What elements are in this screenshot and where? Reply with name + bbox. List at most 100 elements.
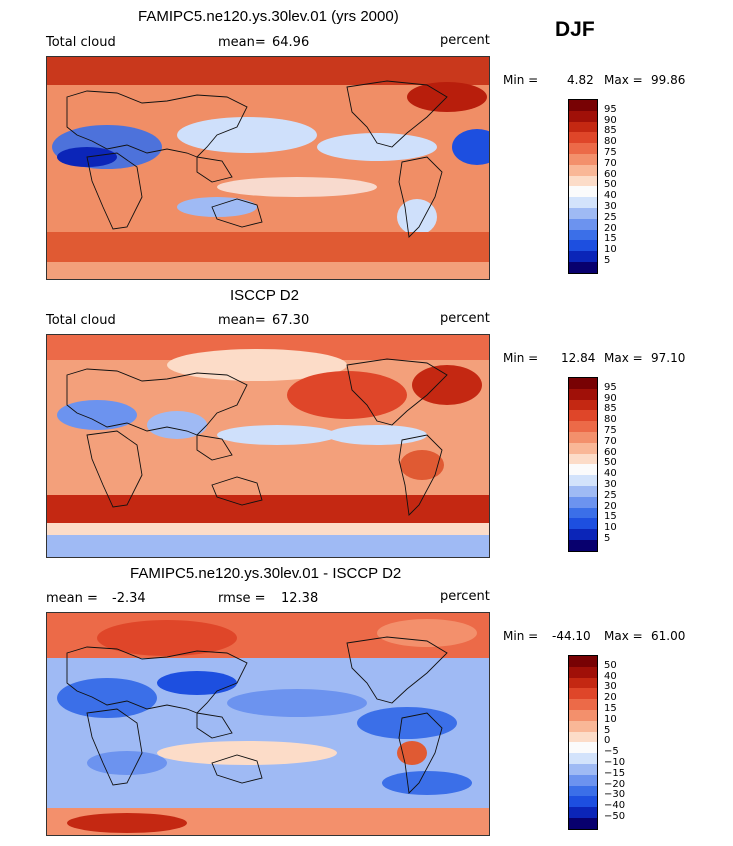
colorbar-cell (569, 261, 597, 273)
panel-1-mean-label: mean= (218, 35, 266, 50)
colorbar-tick-label: 85 (604, 403, 617, 415)
panel-1-map (46, 56, 490, 280)
colorbar-tick-label: 50 (604, 457, 617, 469)
colorbar-tick-label: 25 (604, 489, 617, 501)
colorbar-tick-label: −50 (604, 811, 626, 822)
colorbar-tick-label: 85 (604, 125, 617, 137)
colorbar-tick-label: −15 (604, 767, 626, 779)
colorbar-cell (569, 529, 597, 540)
colorbar-cell (569, 507, 597, 519)
colorbar-tick-label: 30 (604, 681, 617, 693)
colorbar-cell (569, 251, 597, 262)
panel-1-mean-value: 64.96 (272, 35, 310, 50)
panel-2-units: percent (440, 311, 490, 326)
panel-1-coastlines (66, 80, 448, 238)
colorbar-tick-label: 75 (604, 147, 617, 158)
colorbar-cell (569, 164, 597, 176)
colorbar-tick-label: 5 (604, 724, 611, 736)
panel-3-mean-label: mean = (46, 591, 98, 606)
colorbar-tick-label: 80 (604, 136, 617, 148)
panel-1-arctic-band (47, 57, 489, 85)
colorbar-tick-label: 30 (604, 201, 617, 212)
colorbar-tick-label: 5 (604, 255, 611, 266)
colorbar-tick-label: 40 (604, 468, 617, 480)
panel-2-mean-label: mean= (218, 313, 266, 328)
colorbar-cell (569, 496, 597, 508)
panel-3-min-value: -44.10 (552, 629, 591, 643)
colorbar-cell (569, 688, 597, 700)
panel-2-variable-label: Total cloud (46, 313, 116, 328)
colorbar-cell (569, 731, 597, 743)
colorbar-cell (569, 175, 597, 187)
colorbar-tick-label: 15 (604, 233, 617, 245)
colorbar-tick-label: 40 (604, 670, 617, 682)
colorbar-cell (569, 218, 597, 230)
colorbar-tick-label: 70 (604, 157, 617, 169)
colorbar-cell (569, 785, 597, 797)
colorbar-tick-label: −40 (604, 800, 626, 812)
panel-3-mean-value: -2.34 (112, 591, 146, 606)
panel-2-mean-value: 67.30 (272, 313, 310, 328)
colorbar-tick-label: 10 (604, 713, 617, 725)
colorbar-tick-label: 95 (604, 381, 617, 393)
panel-3-title: FAMIPC5.ne120.ys.30lev.01 - ISCCP D2 (130, 565, 402, 582)
panel-2-min-value: 12.84 (561, 351, 596, 365)
colorbar-tick-label: 75 (604, 425, 617, 436)
colorbar-tick-label: 20 (604, 692, 617, 704)
colorbar-tick-label: 20 (604, 500, 617, 512)
colorbar-cell (569, 442, 597, 454)
colorbar-cell (569, 207, 597, 219)
colorbar-tick-label: 10 (604, 244, 617, 256)
colorbar-cell (569, 464, 597, 476)
colorbar-tick-label: 70 (604, 435, 617, 447)
colorbar-cell (569, 421, 597, 432)
panel-1-min-value: 4.82 (567, 73, 594, 87)
colorbar-cell (569, 431, 597, 443)
panel-3-rmse-value: 12.38 (281, 591, 319, 606)
colorbar-cell (569, 153, 597, 165)
colorbar-tick-label: −5 (604, 746, 619, 758)
colorbar-cell (569, 378, 597, 389)
panel-2-colorbar-cells (568, 377, 598, 552)
colorbar-tick-label: 15 (604, 703, 617, 714)
colorbar-cell (569, 240, 597, 252)
panel-3-colorbar-cells (568, 655, 598, 830)
colorbar-tick-label: −30 (604, 789, 626, 801)
colorbar-cell (569, 485, 597, 497)
panel-3-coastlines (66, 636, 448, 794)
panel-2-max-value: 97.10 (651, 351, 686, 365)
colorbar-cell (569, 229, 597, 241)
panel-2-title: ISCCP D2 (230, 287, 299, 304)
colorbar-cell (569, 807, 597, 818)
colorbar-cell (569, 399, 597, 411)
colorbar-tick-label: 95 (604, 103, 617, 115)
colorbar-cell (569, 475, 597, 486)
colorbar-tick-label: 90 (604, 114, 617, 126)
panel-1-max-label: Max = (604, 73, 643, 87)
panel-3-max-value: 61.00 (651, 629, 686, 643)
colorbar-cell (569, 197, 597, 208)
panel-3-rmse-label: rmse = (218, 591, 266, 606)
season-label: DJF (555, 18, 595, 41)
colorbar-cell (569, 186, 597, 198)
colorbar-tick-label: −20 (604, 778, 626, 790)
colorbar-cell (569, 388, 597, 400)
colorbar-cell (569, 410, 597, 422)
colorbar-tick-label: 30 (604, 479, 617, 490)
panel-1-max-value: 99.86 (651, 73, 686, 87)
colorbar-cell (569, 100, 597, 111)
colorbar-cell (569, 666, 597, 678)
panel-1-units: percent (440, 33, 490, 48)
panel-2-max-label: Max = (604, 351, 643, 365)
colorbar-cell (569, 518, 597, 530)
colorbar-tick-label: 50 (604, 179, 617, 191)
colorbar-cell (569, 753, 597, 764)
colorbar-cell (569, 774, 597, 786)
colorbar-cell (569, 796, 597, 808)
colorbar-tick-label: 20 (604, 222, 617, 234)
colorbar-cell (569, 656, 597, 667)
panel-3-min-label: Min = (503, 629, 539, 643)
panel-2-map-svg (47, 335, 489, 557)
colorbar-cell (569, 110, 597, 122)
colorbar-cell (569, 709, 597, 721)
